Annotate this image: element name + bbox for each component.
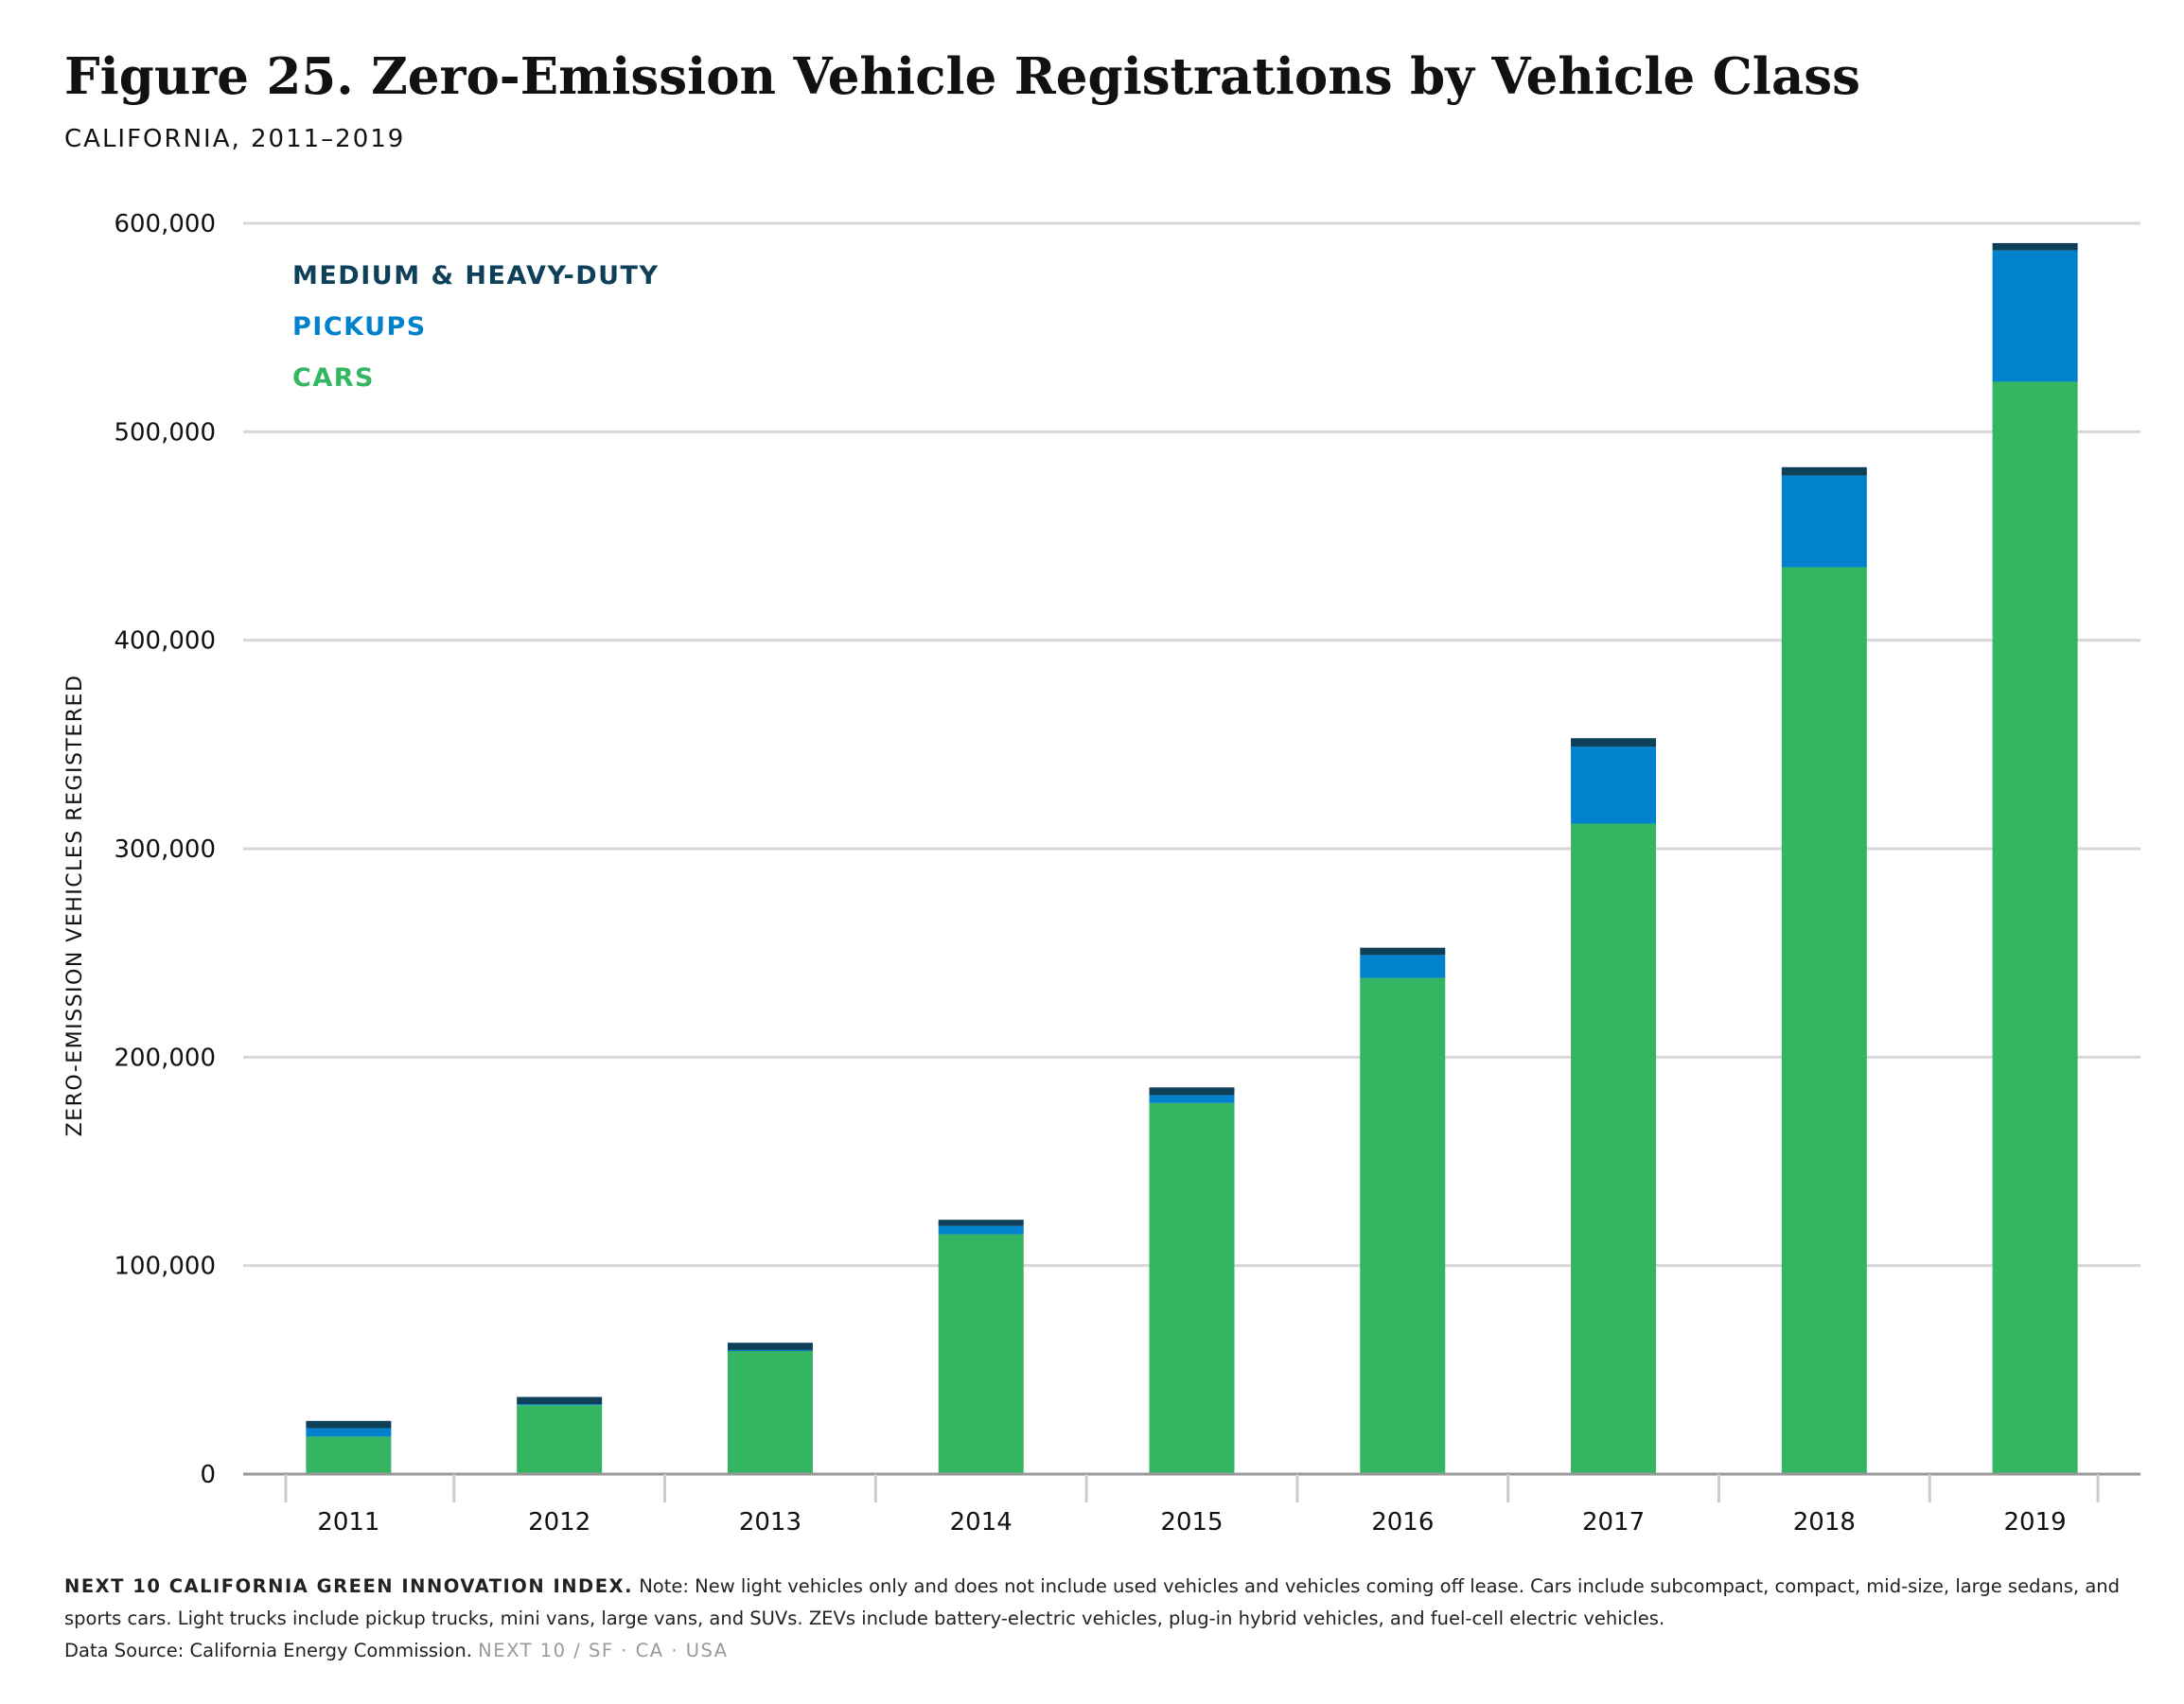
bar-pickups-2015 xyxy=(1149,1095,1235,1103)
stacked-bar-chart: 0 100,000 200,000 300,000 400,000 500,000 600,… xyxy=(63,210,2140,1537)
y-tick-label: 200,000 xyxy=(114,1044,216,1072)
bar-medium-heavy-duty-2012 xyxy=(517,1397,603,1405)
bar-medium-heavy-duty-2015 xyxy=(1149,1087,1235,1096)
bar-cars-2018 xyxy=(1781,567,1867,1474)
footer-org: NEXT 10 / SF · CA · USA xyxy=(478,1640,729,1661)
y-tick-label: 100,000 xyxy=(114,1253,216,1281)
chart-title: Figure 25. Zero-Emission Vehicle Registr… xyxy=(64,47,1860,106)
bar-cars-2012 xyxy=(517,1405,603,1474)
bar-cars-2015 xyxy=(1149,1102,1235,1474)
x-tick-label: 2016 xyxy=(1371,1508,1434,1537)
bar-pickups-2012 xyxy=(517,1404,603,1406)
bar-medium-heavy-duty-2016 xyxy=(1360,947,1446,956)
bar-cars-2019 xyxy=(1992,381,2078,1474)
footer-note: Note: New light vehicles only and does n… xyxy=(64,1575,2121,1629)
x-tick-label: 2015 xyxy=(1160,1508,1223,1537)
y-tick-label: 500,000 xyxy=(114,418,216,447)
footer-source-label: NEXT 10 CALIFORNIA GREEN INNOVATION INDE… xyxy=(64,1575,633,1597)
x-tick-label: 2013 xyxy=(739,1508,801,1537)
chart-subtitle: CALIFORNIA, 2011–2019 xyxy=(64,125,406,153)
legend-item-medium-heavy-duty: MEDIUM & HEAVY-DUTY xyxy=(292,261,660,290)
x-tick-label: 2012 xyxy=(528,1508,590,1537)
bar-cars-2013 xyxy=(727,1351,813,1474)
bar-pickups-2011 xyxy=(306,1428,392,1437)
bar-cars-2014 xyxy=(938,1234,1024,1474)
y-tick-label: 600,000 xyxy=(114,210,216,238)
bar-pickups-2014 xyxy=(938,1225,1024,1235)
x-tick-label: 2019 xyxy=(2004,1508,2067,1537)
bar-pickups-2013 xyxy=(727,1349,813,1352)
bar-pickups-2018 xyxy=(1781,475,1867,568)
bar-pickups-2016 xyxy=(1360,955,1446,978)
footer-data-source: Data Source: California Energy Commissio… xyxy=(64,1640,472,1661)
bar-medium-heavy-duty-2019 xyxy=(1992,242,2078,251)
x-tick-label: 2011 xyxy=(317,1508,379,1537)
bar-medium-heavy-duty-2013 xyxy=(727,1343,813,1350)
bar-medium-heavy-duty-2018 xyxy=(1781,466,1867,476)
y-tick-label: 400,000 xyxy=(114,627,216,656)
bar-medium-heavy-duty-2011 xyxy=(306,1420,392,1429)
y-tick-label: 0 xyxy=(200,1461,216,1489)
bar-cars-2017 xyxy=(1571,823,1657,1474)
x-tick-label: 2014 xyxy=(950,1508,1013,1537)
y-axis-label: ZERO-EMISSION VEHICLES REGISTERED xyxy=(63,675,87,1137)
bar-pickups-2019 xyxy=(1992,250,2078,382)
bar-cars-2016 xyxy=(1360,977,1446,1474)
bar-medium-heavy-duty-2017 xyxy=(1571,738,1657,747)
bar-pickups-2017 xyxy=(1571,747,1657,824)
y-tick-label: 300,000 xyxy=(114,835,216,864)
bar-medium-heavy-duty-2014 xyxy=(938,1220,1024,1226)
chart-footer: NEXT 10 CALIFORNIA GREEN INNOVATION INDE… xyxy=(64,1571,2127,1667)
legend-item-cars: CARS xyxy=(292,363,375,393)
x-tick-label: 2018 xyxy=(1793,1508,1856,1537)
x-tick-label: 2017 xyxy=(1582,1508,1645,1537)
legend-item-pickups: PICKUPS xyxy=(292,312,427,342)
bar-cars-2011 xyxy=(306,1436,392,1474)
